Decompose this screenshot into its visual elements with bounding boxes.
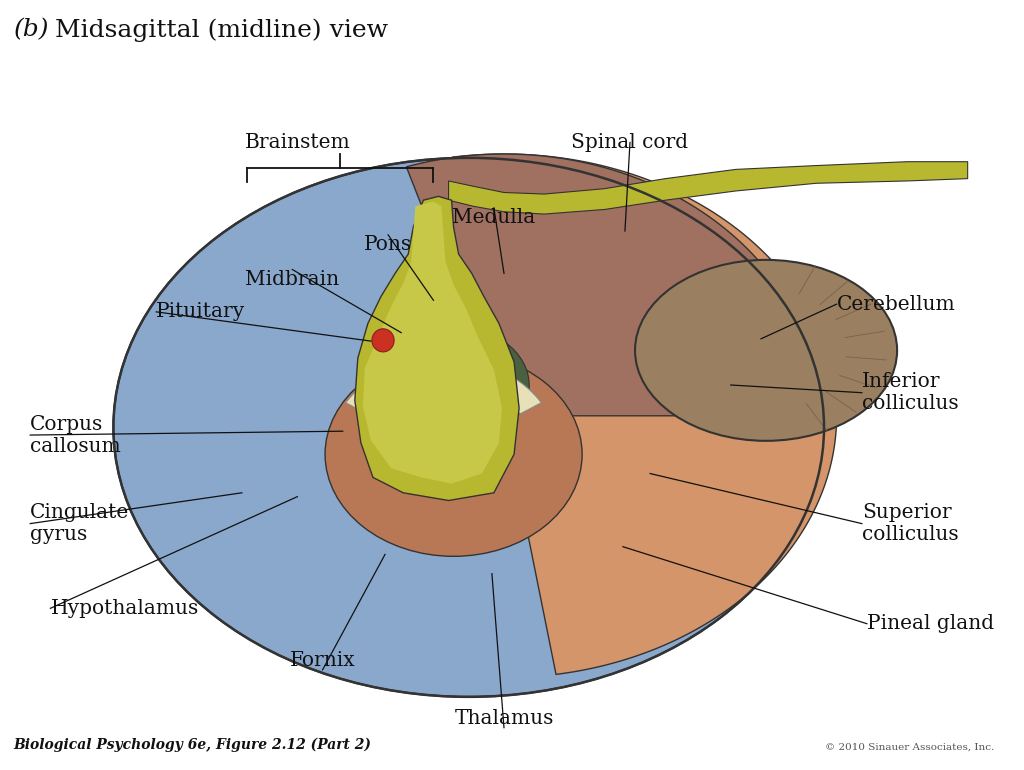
Text: Pituitary: Pituitary [157,303,246,321]
Ellipse shape [325,353,582,557]
Text: (b): (b) [13,18,49,41]
Polygon shape [449,162,968,214]
Text: Thalamus: Thalamus [455,708,554,728]
Polygon shape [362,202,502,484]
Text: Brainstem: Brainstem [245,133,350,152]
Text: Fornix: Fornix [290,651,355,670]
Text: Hypothalamus: Hypothalamus [50,599,199,618]
Polygon shape [346,358,542,414]
Polygon shape [354,196,519,500]
Text: Spinal cord: Spinal cord [571,133,688,152]
Text: Midsagittal (midline) view: Midsagittal (midline) view [47,18,388,42]
Text: Midbrain: Midbrain [246,270,339,289]
Text: Cingulate
gyrus: Cingulate gyrus [31,503,129,544]
Polygon shape [407,154,820,416]
Text: Pons: Pons [364,235,412,254]
Ellipse shape [372,329,394,352]
Text: Cerebellum: Cerebellum [837,295,955,313]
Text: © 2010 Sinauer Associates, Inc.: © 2010 Sinauer Associates, Inc. [825,743,994,752]
Text: Biological Psychology 6e, Figure 2.12 (Part 2): Biological Psychology 6e, Figure 2.12 (P… [13,738,372,752]
Ellipse shape [357,323,529,447]
Ellipse shape [114,158,824,697]
Text: Superior
colliculus: Superior colliculus [862,503,958,544]
Text: Corpus
callosum: Corpus callosum [31,414,121,456]
Text: Inferior
colliculus: Inferior colliculus [862,372,958,413]
Ellipse shape [635,260,897,441]
Text: Medulla: Medulla [453,208,536,227]
Text: Pineal gland: Pineal gland [867,614,994,633]
Polygon shape [452,154,837,675]
